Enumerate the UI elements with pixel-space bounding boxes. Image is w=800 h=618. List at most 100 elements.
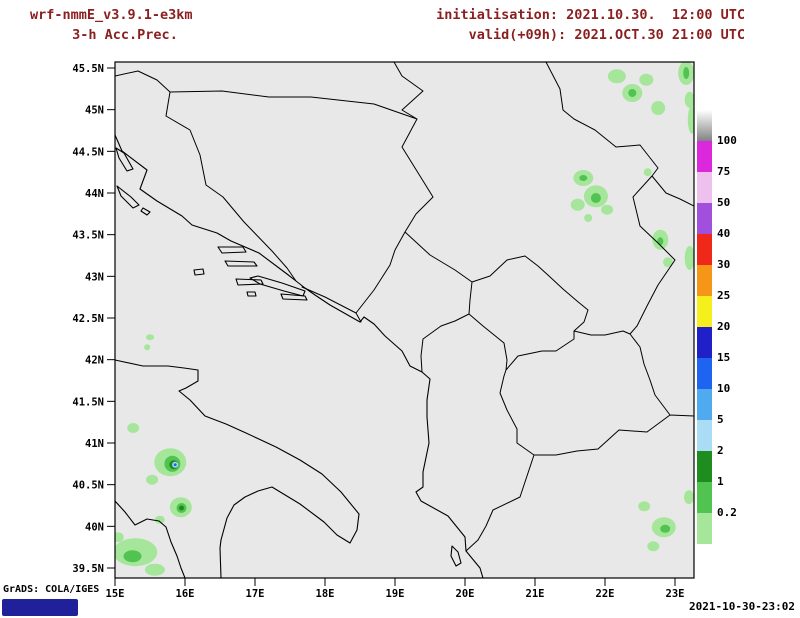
colorbar-level-label: 100 <box>717 134 737 147</box>
colorbar-level-label: 25 <box>717 289 731 302</box>
colorbar-level-label: 50 <box>717 196 731 209</box>
colorbar-level-label: 20 <box>717 320 731 333</box>
colorbar-segment <box>697 451 712 482</box>
precip-cell <box>639 73 654 86</box>
lat-tick-label: 40N <box>85 521 104 533</box>
coastlines <box>115 134 484 578</box>
colorbar-segment <box>697 482 712 513</box>
precip-cell <box>660 524 671 533</box>
precip-cell <box>663 257 673 268</box>
precip-cell <box>123 550 142 563</box>
precip-cell <box>684 91 694 108</box>
axis-ticks: 45.5N 45N 44.5N 44N 43.5N 43N 42.5N 42N 41.5N 41N… <box>72 63 684 600</box>
lon-tick-label: 22E <box>596 588 615 600</box>
lat-tick-label: 43N <box>85 271 104 283</box>
lat-tick-label: 44.5N <box>72 146 104 158</box>
precip-cell <box>684 490 694 505</box>
precip-cell <box>127 423 140 433</box>
model-title: wrf-nmmE_v3.9.1-e3km <box>30 7 193 23</box>
precip-cell <box>638 501 651 512</box>
lon-tick-label: 20E <box>456 588 475 600</box>
colorbar-segment <box>697 296 712 327</box>
valid-time-label: valid(+09h): 2021.OCT.30 21:00 UTC <box>468 27 745 43</box>
lat-tick-label: 42N <box>85 355 104 367</box>
precip-cell <box>584 214 593 222</box>
precip-cell <box>601 204 614 215</box>
colorbar-segment <box>697 265 712 296</box>
precip-cell <box>173 463 177 467</box>
creation-timestamp: 2021-10-30-23:02 <box>689 600 795 613</box>
coastline-east-adriatic <box>115 134 484 578</box>
precip-cell <box>643 168 652 177</box>
colorbar-segment <box>697 141 712 172</box>
precip-cell <box>683 67 690 79</box>
islands <box>115 147 462 567</box>
init-time-label: initialisation: 2021.10.30. 12:00 UTC <box>436 7 745 23</box>
colorbar-segment <box>697 389 712 420</box>
precip-cell <box>647 541 660 552</box>
precip-cell <box>144 563 165 576</box>
precip-cell <box>154 515 165 524</box>
colorbar-level-label: 40 <box>717 227 731 240</box>
precip-cell <box>687 105 694 134</box>
lon-tick-label: 16E <box>176 588 195 600</box>
colorbar-level-label: 2 <box>717 444 724 457</box>
lat-tick-label: 42.5N <box>72 313 104 325</box>
precip-cell <box>570 198 585 211</box>
border-lines <box>115 62 694 552</box>
precip-cell <box>607 69 626 84</box>
precip-cell <box>657 237 664 246</box>
lat-tick-label: 44N <box>85 188 104 200</box>
colorbar-segment <box>697 420 712 451</box>
colorbar-level-label: 5 <box>717 413 724 426</box>
colorbar: 100 75 50 40 30 25 20 15 10 5 2 1 0.2 <box>697 110 757 550</box>
lat-tick-label: 39.5N <box>72 563 104 575</box>
lat-tick-label: 43.5N <box>72 230 104 242</box>
colorbar-segment <box>697 110 712 141</box>
colorbar-segment <box>697 358 712 389</box>
precipitation-layer <box>115 62 694 576</box>
lon-tick-label: 17E <box>246 588 265 600</box>
colorbar-level-label: 1 <box>717 475 724 488</box>
precip-cell <box>146 334 154 341</box>
lat-tick-label: 41N <box>85 438 104 450</box>
colorbar-level-label: 30 <box>717 258 731 271</box>
colorbar-segments <box>697 110 712 544</box>
map-background <box>115 62 694 578</box>
lon-tick-label: 21E <box>526 588 545 600</box>
lon-tick-label: 15E <box>106 588 125 600</box>
precip-cell <box>579 175 588 181</box>
lon-tick-label: 23E <box>666 588 685 600</box>
colorbar-segment <box>697 513 712 544</box>
coastline-italy-tyrrhenian <box>115 500 186 578</box>
lon-tick-label: 18E <box>316 588 335 600</box>
precip-cell <box>590 193 601 203</box>
precip-cell <box>628 89 637 97</box>
precip-cell <box>146 474 159 485</box>
colorbar-level-label: 75 <box>717 165 731 178</box>
colorbar-segment <box>697 172 712 203</box>
lat-tick-label: 41.5N <box>72 396 104 408</box>
colorbar-level-label: 10 <box>717 382 731 395</box>
colorbar-segment <box>697 234 712 265</box>
colorbar-segment <box>697 327 712 358</box>
colorbar-level-label: 0.2 <box>717 506 737 519</box>
country-borders <box>115 62 694 552</box>
colorbar-level-label: 15 <box>717 351 731 364</box>
colorbar-segment <box>697 203 712 234</box>
precip-cell <box>651 101 666 115</box>
precip-cell <box>179 505 184 511</box>
lat-tick-label: 40.5N <box>72 480 104 492</box>
lat-tick-label: 45N <box>85 105 104 117</box>
precip-cell <box>684 246 694 270</box>
grads-logo <box>2 599 78 616</box>
precip-cell <box>144 344 151 351</box>
lat-tick-label: 45.5N <box>72 63 104 75</box>
map-frame <box>114 61 695 579</box>
grads-credit: GrADS: COLA/IGES <box>3 584 100 595</box>
lon-tick-label: 19E <box>386 588 405 600</box>
precip-cell <box>115 532 124 543</box>
product-title: 3-h Acc.Prec. <box>72 27 178 43</box>
